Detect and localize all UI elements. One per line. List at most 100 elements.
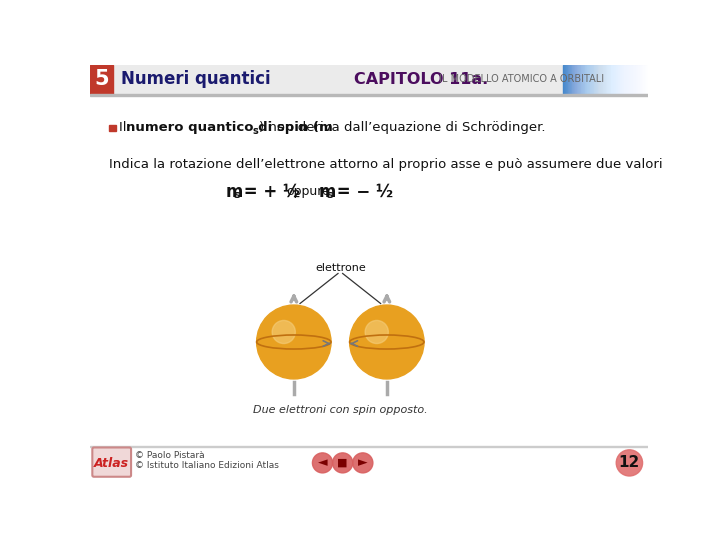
Bar [612, 65, 613, 94]
Bar [616, 65, 618, 94]
Bar [623, 65, 624, 94]
Text: © Paolo Pistarà: © Paolo Pistarà [135, 451, 204, 460]
Text: s: s [326, 190, 333, 200]
Text: = + ½: = + ½ [238, 183, 300, 201]
Circle shape [272, 320, 295, 343]
Bar [578, 65, 580, 94]
Bar [604, 65, 606, 94]
Text: oppure: oppure [286, 185, 330, 198]
Circle shape [353, 453, 373, 473]
Bar [606, 65, 608, 94]
Bar [565, 65, 567, 94]
Bar [589, 65, 590, 94]
Bar [564, 65, 566, 94]
Bar [90, 65, 113, 94]
Bar [571, 65, 572, 94]
Bar [642, 65, 643, 94]
Bar [618, 65, 620, 94]
Bar [614, 65, 615, 94]
Bar [642, 65, 644, 94]
Text: ) non deriva dall’equazione di Schrödinger.: ) non deriva dall’equazione di Schröding… [259, 122, 546, 134]
Bar [629, 65, 631, 94]
Bar [596, 65, 597, 94]
Text: Numeri quantici: Numeri quantici [121, 70, 271, 89]
Bar [603, 65, 604, 94]
Bar [574, 65, 575, 94]
Bar [601, 65, 602, 94]
FancyBboxPatch shape [92, 448, 131, 477]
Bar [622, 65, 624, 94]
Text: ►: ► [358, 456, 368, 469]
Bar [90, 94, 648, 96]
Bar [636, 65, 638, 94]
Bar [631, 65, 633, 94]
Bar [563, 65, 564, 94]
Bar [575, 65, 576, 94]
Bar [579, 65, 580, 94]
Bar [635, 65, 636, 94]
Text: Indica la rotazione dell’elettrone attorno al proprio asse e può assumere due va: Indica la rotazione dell’elettrone attor… [109, 158, 663, 171]
Text: ■: ■ [338, 458, 348, 468]
Bar [644, 65, 645, 94]
Bar [606, 65, 607, 94]
Bar [620, 65, 621, 94]
Circle shape [312, 453, 333, 473]
Bar [590, 65, 592, 94]
Circle shape [365, 320, 388, 343]
Bar [621, 65, 622, 94]
Bar [566, 65, 567, 94]
Bar [628, 65, 629, 94]
Text: elettrone: elettrone [315, 262, 366, 273]
Bar [641, 65, 642, 94]
Bar [644, 65, 646, 94]
Bar [599, 65, 600, 94]
Bar [611, 65, 612, 94]
Text: 5: 5 [94, 70, 109, 90]
Bar [600, 65, 601, 94]
Circle shape [350, 305, 424, 379]
Bar [580, 65, 581, 94]
Bar [584, 65, 585, 94]
Bar [626, 65, 627, 94]
Bar [586, 65, 588, 94]
Text: Il: Il [120, 122, 131, 134]
Bar [597, 65, 598, 94]
Bar [109, 125, 116, 131]
Bar [567, 65, 569, 94]
Bar [627, 65, 628, 94]
Bar [576, 65, 577, 94]
Bar [588, 65, 589, 94]
Bar [577, 65, 579, 94]
Bar [580, 65, 582, 94]
Bar [583, 65, 584, 94]
Bar [616, 65, 617, 94]
Bar [593, 65, 595, 94]
Bar [636, 65, 637, 94]
Text: © Istituto Italiano Edizioni Atlas: © Istituto Italiano Edizioni Atlas [135, 462, 279, 470]
Circle shape [256, 305, 331, 379]
Bar [90, 446, 648, 447]
Bar [608, 65, 609, 94]
Circle shape [333, 453, 353, 473]
Bar [605, 65, 606, 94]
Bar [568, 65, 570, 94]
Bar [631, 65, 632, 94]
Bar [598, 65, 600, 94]
Bar [613, 65, 614, 94]
Bar [585, 65, 586, 94]
Bar [570, 65, 571, 94]
Bar [592, 65, 593, 94]
Text: numero quantico di spin (m: numero quantico di spin (m [127, 122, 333, 134]
Text: CAPITOLO 11a.: CAPITOLO 11a. [354, 72, 487, 87]
Bar [629, 65, 630, 94]
Text: Due elettroni con spin opposto.: Due elettroni con spin opposto. [253, 405, 428, 415]
Text: = − ½: = − ½ [331, 183, 393, 201]
Bar [598, 65, 599, 94]
Bar [624, 65, 625, 94]
Bar [624, 65, 626, 94]
Circle shape [616, 450, 642, 476]
Text: m: m [225, 183, 243, 201]
Bar [567, 65, 568, 94]
Bar [603, 65, 605, 94]
Bar [630, 65, 631, 94]
